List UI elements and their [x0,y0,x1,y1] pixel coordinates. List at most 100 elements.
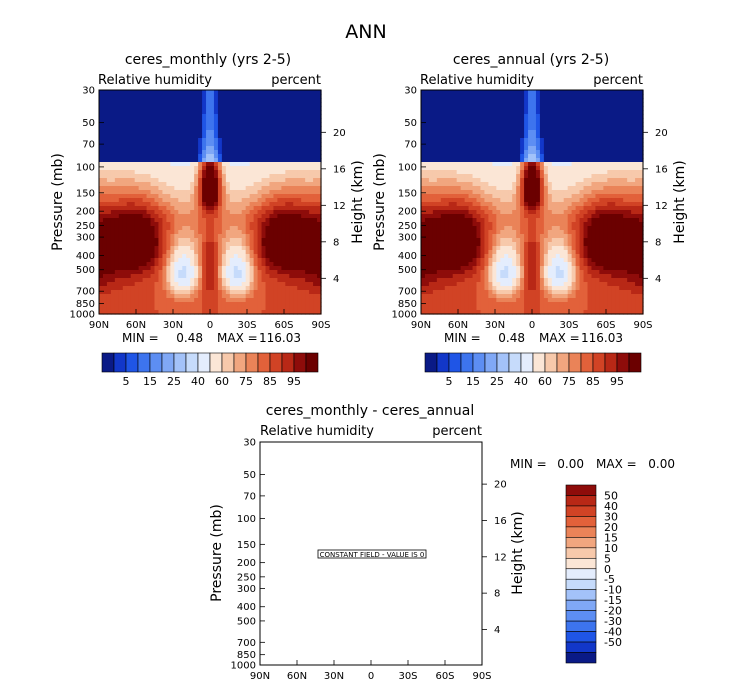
contour-cell [253,186,259,191]
contour-cell [261,118,267,123]
contour-cell [512,194,517,199]
contour-cell [289,210,294,215]
contour-cell [535,118,541,123]
contour-cell [126,230,132,235]
contour-cell [468,190,474,195]
contour-cell [496,130,501,135]
contour-cell [257,190,263,195]
contour-cell [424,142,430,147]
contour-cell [154,122,160,127]
contour-cell [166,198,171,203]
contour-cell [206,158,211,163]
contour-cell [452,130,458,135]
contour-cell [190,282,195,287]
panel-monthly-min-label: MIN = [122,331,159,345]
contour-cell [245,250,251,255]
contour-cell [158,178,164,183]
contour-cell [190,310,195,315]
contour-cell [500,166,505,171]
contour-cell [154,126,160,131]
contour-cell [277,210,282,215]
contour-cell [476,146,482,151]
contour-cell [202,294,207,299]
contour-cell [619,166,624,171]
contour-cell [126,250,132,255]
panel-monthly-title: ceres_monthly (yrs 2-5) [125,52,291,68]
contour-cell [154,150,160,155]
contour-cell [158,278,164,283]
contour-cell [635,210,640,215]
contour-cell [492,162,497,167]
contour-cell [285,246,290,251]
contour-cell [158,106,164,111]
contour-cell [611,162,616,167]
contour-cell [273,230,278,235]
contour-cell [496,190,501,195]
contour-cell [182,202,187,207]
contour-cell [138,238,144,243]
contour-cell [221,102,227,107]
contour-cell [432,190,438,195]
contour-cell [265,162,271,167]
contour-cell [421,202,426,207]
contour-cell [524,178,529,183]
contour-cell [273,202,278,207]
contour-cell [221,166,227,171]
contour-cell [587,138,593,143]
contour-cell [265,158,271,163]
contour-cell [265,138,271,143]
contour-cell [233,158,239,163]
contour-cell [122,114,128,119]
contour-cell [154,106,160,111]
contour-cell [532,158,537,163]
contour-cell [245,210,251,215]
contour-cell [158,170,164,175]
contour-cell [202,142,207,147]
contour-cell [190,110,195,115]
contour-cell [102,242,108,247]
contour-cell [512,90,517,95]
contour-cell [194,170,199,175]
contour-cell [126,162,132,167]
contour-cell [281,98,286,103]
contour-cell [166,178,171,183]
contour-cell [146,210,152,215]
contour-cell [571,114,577,119]
contour-cell [567,90,573,95]
contour-cell [182,146,187,151]
contour-cell [162,134,167,139]
contour-cell [313,206,318,211]
contour-cell [583,154,589,159]
contour-cell [110,198,116,203]
contour-cell [253,218,259,223]
contour-cell [579,210,585,215]
contour-cell [118,202,124,207]
contour-cell [635,142,640,147]
contour-cell [257,130,263,135]
contour-cell [305,206,310,211]
contour-cell [134,282,140,287]
contour-cell [237,190,243,195]
contour-cell [524,106,529,111]
contour-cell [289,270,294,275]
contour-cell [520,202,525,207]
contour-cell [520,182,525,187]
contour-cell [154,134,160,139]
height-tick-label: 16 [333,164,346,175]
contour-cell [436,170,442,175]
contour-cell [500,170,505,175]
contour-cell [424,202,430,207]
contour-cell [190,150,195,155]
contour-cell [114,98,120,103]
contour-cell [142,150,148,155]
contour-cell [460,206,466,211]
contour-cell [301,234,306,239]
contour-cell [488,178,493,183]
contour-cell [162,110,167,115]
contour-cell [245,122,251,127]
contour-cell [257,114,263,119]
contour-cell [158,130,164,135]
contour-cell [142,234,148,239]
contour-cell [102,282,108,287]
contour-cell [249,190,255,195]
